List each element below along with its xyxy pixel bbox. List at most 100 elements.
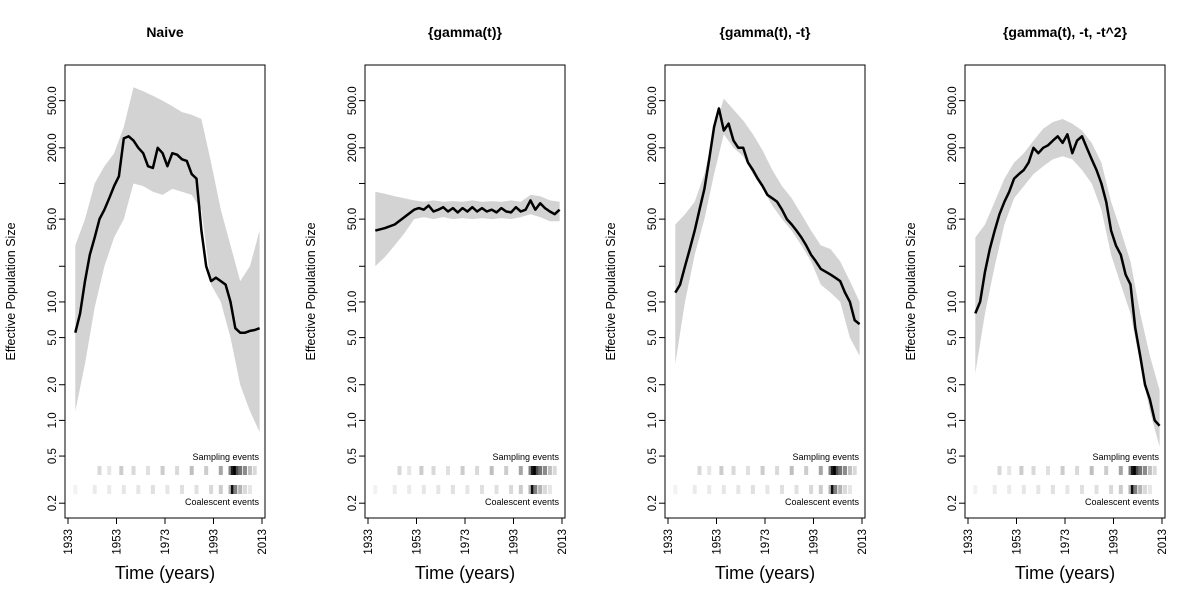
coalescent-event-cell	[73, 485, 78, 494]
coalescent-events-label: Coalescent events	[1085, 497, 1160, 507]
sampling-event-cell	[746, 466, 750, 475]
sampling-event-cell	[1130, 466, 1135, 475]
coalescent-event-cell	[1118, 485, 1123, 494]
sampling-event-cell	[828, 466, 833, 475]
coalescent-event-cell	[465, 485, 470, 494]
coalescent-event-cell	[833, 485, 838, 494]
x-tick-label: 1973	[1060, 529, 1072, 555]
sampling-event-cell	[107, 466, 112, 475]
y-tick-label: 500.0	[947, 86, 959, 115]
sampling-event-cell	[775, 466, 780, 475]
coalescent-event-cell	[530, 485, 535, 494]
sampling-event-cell	[533, 466, 538, 475]
sampling-event-cell	[1133, 466, 1138, 475]
sampling-event-cell	[789, 466, 794, 475]
sampling-event-cell	[1075, 466, 1080, 475]
x-tick-label: 2013	[857, 529, 869, 555]
coalescent-event-cell	[707, 485, 712, 494]
y-tick-label: 50.0	[47, 208, 59, 230]
y-tick-label: 10.0	[347, 291, 359, 313]
coalescent-event-cell	[818, 485, 823, 494]
median-line	[674, 107, 861, 326]
median-line	[74, 135, 261, 334]
sampling-event-cell	[838, 466, 843, 475]
coalescent-event-cell	[436, 485, 441, 494]
panel-title: {gamma(t), -t}	[719, 24, 811, 40]
sampling-event-cell	[460, 466, 465, 475]
confidence-band	[75, 87, 260, 432]
panel-title: Naive	[146, 24, 184, 40]
panel-title: {gamma(t), -t, -t^2}	[1003, 24, 1128, 40]
x-tick-label: 1973	[460, 529, 472, 555]
y-tick-label: 500.0	[47, 86, 59, 115]
sampling-event-cell	[552, 466, 557, 475]
sampling-event-cell	[543, 466, 547, 475]
coalescent-event-cell	[373, 485, 378, 494]
sampling-event-cell	[97, 466, 102, 475]
coalescent-event-cell	[238, 485, 243, 494]
sampling-event-cell	[446, 466, 450, 475]
confidence-band	[975, 119, 1160, 447]
coalescent-event-cell	[247, 485, 252, 494]
coalescent-event-cell	[1080, 485, 1084, 494]
sampling-event-cell	[538, 466, 543, 475]
sampling-event-cell	[535, 466, 540, 475]
panel-1: Naive Sampling events Coalescent events 0.2…	[4, 24, 269, 583]
sampling-event-cell	[528, 466, 533, 475]
coalescent-event-cell	[838, 485, 843, 494]
y-axis-label: Effective Population Size	[4, 222, 18, 360]
sampling-event-cell	[818, 466, 823, 475]
coalescent-event-cell	[107, 485, 112, 494]
sampling-event-cell	[719, 466, 724, 475]
sampling-event-cell	[431, 466, 436, 475]
coalescent-event-cell	[1094, 485, 1099, 494]
x-tick-label: 1953	[712, 529, 724, 555]
sampling-event-cell	[731, 466, 736, 475]
sampling-event-cell	[235, 466, 240, 475]
coalescent-event-cell	[538, 485, 543, 494]
coalescent-event-cell	[1007, 485, 1012, 494]
sampling-event-cell	[243, 466, 247, 475]
sampling-event-cell	[1118, 466, 1123, 475]
y-tick-label: 5.0	[947, 330, 959, 346]
coalescent-event-cell	[780, 485, 784, 494]
coalescent-event-cell	[136, 485, 141, 494]
sampling-event-cell	[1147, 466, 1152, 475]
median-line	[374, 199, 561, 232]
coalescent-event-cell	[518, 485, 523, 494]
coalescent-events-label: Coalescent events	[185, 497, 260, 507]
sampling-event-cell	[1031, 466, 1036, 475]
x-tick-label: 1993	[809, 529, 821, 555]
coalescent-event-cell	[736, 485, 741, 494]
panel-2: {gamma(t)} Sampling events Coalescent even…	[304, 24, 569, 583]
sampling-event-cell	[1128, 466, 1133, 475]
sampling-event-cell	[419, 466, 424, 475]
sampling-event-cell	[160, 466, 165, 475]
plot-frame	[364, 64, 566, 519]
sampling-event-cell	[830, 466, 835, 475]
sampling-event-cell	[1143, 466, 1147, 475]
y-tick-label: 1.0	[647, 412, 659, 428]
x-tick-label: 2013	[257, 529, 269, 555]
coalescent-event-cell	[209, 485, 214, 494]
sampling-event-cell	[530, 466, 535, 475]
sampling-event-cell	[119, 466, 124, 475]
y-tick-label: 50.0	[647, 208, 659, 230]
y-tick-label: 1.0	[47, 412, 59, 428]
sampling-event-cell	[804, 466, 809, 475]
sampling-event-cell	[1060, 466, 1065, 475]
coalescent-event-cell	[1036, 485, 1041, 494]
coalescent-event-cell	[1138, 485, 1143, 494]
y-tick-label: 2.0	[347, 377, 359, 393]
sampling-events-label: Sampling events	[192, 452, 259, 462]
coalescent-events-label: Coalescent events	[785, 497, 860, 507]
coalescent-event-cell	[233, 485, 238, 494]
coalescent-event-cell	[543, 485, 547, 494]
sampling-event-cell	[228, 466, 233, 475]
y-tick-label: 2.0	[47, 377, 59, 393]
coalescent-event-cell	[230, 485, 235, 494]
sampling-event-cell	[252, 466, 257, 475]
coalescent-event-cell	[1109, 485, 1114, 494]
y-tick-label: 50.0	[947, 208, 959, 230]
